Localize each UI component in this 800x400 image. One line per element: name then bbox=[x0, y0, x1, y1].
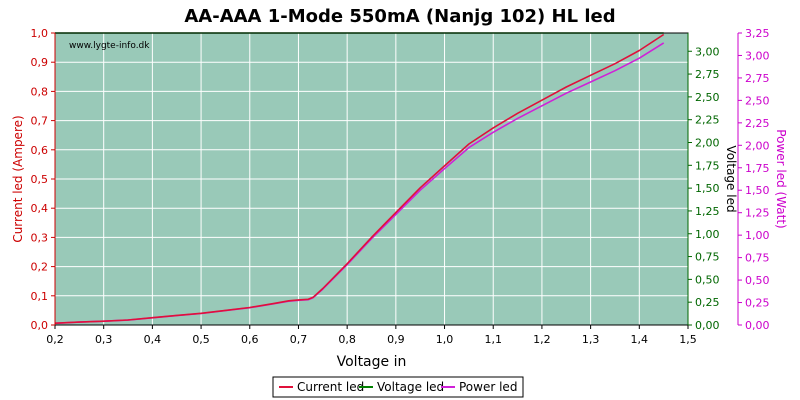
y-right-power-tick-label: 3,00 bbox=[745, 49, 770, 62]
x-tick-label: 0,9 bbox=[387, 333, 405, 346]
y-left-tick-label: 0,2 bbox=[31, 261, 49, 274]
legend: Current led Voltage led Power led bbox=[272, 376, 524, 398]
y-left-tick-label: 0,9 bbox=[31, 56, 49, 69]
y-left-axis: 0,0 0,1 0,2 0,3 0,4 0,5 0,6 0,7 0,8 0,9 1,0 bbox=[31, 27, 56, 332]
x-tick-label: 1,5 bbox=[679, 333, 697, 346]
x-tick-label: 0,4 bbox=[144, 333, 162, 346]
y-right-power-tick-label: 2,00 bbox=[745, 139, 770, 152]
y-right-voltage-tick-label: 2,00 bbox=[695, 137, 720, 150]
y-left-tick-label: 0,7 bbox=[31, 115, 49, 128]
x-tick-label: 1,1 bbox=[484, 333, 502, 346]
legend-label-current-led: Current led bbox=[297, 380, 364, 394]
y-left-tick-label: 0,1 bbox=[31, 290, 49, 303]
y-left-tick-label: 0,8 bbox=[31, 85, 49, 98]
x-tick-label: 1,4 bbox=[631, 333, 649, 346]
y-right-power-tick-label: 0,25 bbox=[745, 297, 770, 310]
y-right-power-axis: 0,00 0,25 0,50 0,75 1,00 1,25 1,50 1,75 2,00 2,25… bbox=[737, 27, 770, 332]
watermark: www.lygte-info.dk bbox=[69, 41, 150, 51]
x-axis: 0,2 0,3 0,4 0,5 0,6 0,7 0,8 0,9 1,0 1,1 1,2 1,3 1,4 1… bbox=[46, 325, 697, 346]
legend-label-voltage-led: Voltage led bbox=[377, 380, 444, 394]
x-tick-label: 1,2 bbox=[533, 333, 551, 346]
y-right-power-tick-label: 1,75 bbox=[745, 162, 770, 175]
y-left-tick-label: 0,5 bbox=[31, 173, 49, 186]
y-right-voltage-tick-label: 3,00 bbox=[695, 45, 720, 58]
y-right-power-tick-label: 1,50 bbox=[745, 184, 770, 197]
series-line-current-led bbox=[54, 33, 665, 324]
y-left-tick-label: 0,6 bbox=[31, 144, 49, 157]
y-right-voltage-tick-label: 0,50 bbox=[695, 273, 720, 286]
y-right-power-tick-label: 2,50 bbox=[745, 94, 770, 107]
chart-title: AA-AAA 1-Mode 550mA (Nanjg 102) HL led bbox=[184, 6, 615, 27]
y-right-power-tick-label: 2,75 bbox=[745, 72, 770, 85]
legend-label-power-led: Power led bbox=[459, 380, 517, 394]
y-left-tick-label: 0,0 bbox=[31, 319, 49, 332]
y-right-voltage-tick-label: 2,75 bbox=[695, 68, 720, 81]
y-right-power-tick-label: 2,25 bbox=[745, 117, 770, 130]
x-tick-label: 1,3 bbox=[582, 333, 600, 346]
y-right-power-tick-label: 0,75 bbox=[745, 252, 770, 265]
y-right-voltage-tick-label: 2,50 bbox=[695, 91, 720, 104]
y-left-tick-label: 1,0 bbox=[31, 27, 49, 40]
x-tick-label: 0,8 bbox=[338, 333, 356, 346]
y-right-power-tick-label: 3,25 bbox=[745, 27, 770, 40]
y-left-tick-label: 0,4 bbox=[31, 202, 49, 215]
y-right-power-tick-label: 0,00 bbox=[745, 319, 770, 332]
y-right-voltage-tick-label: 0,25 bbox=[695, 296, 720, 309]
y-right-voltage-axis: 0,00 0,25 0,50 0,75 1,00 1,25 1,50 1,75 2,00 2,25… bbox=[687, 33, 720, 332]
x-tick-label: 0,5 bbox=[192, 333, 210, 346]
y-left-tick-label: 0,3 bbox=[31, 231, 49, 244]
y-right-voltage-tick-label: 1,00 bbox=[695, 228, 720, 241]
x-axis-label: Voltage in bbox=[337, 354, 407, 370]
x-tick-label: 0,6 bbox=[241, 333, 259, 346]
y-right-voltage-tick-label: 1,25 bbox=[695, 205, 720, 218]
x-tick-label: 1,0 bbox=[436, 333, 454, 346]
y-right-voltage-tick-label: 1,75 bbox=[695, 159, 720, 172]
x-tick-label: 0,2 bbox=[46, 333, 64, 346]
y-right-power-tick-label: 0,50 bbox=[745, 274, 770, 287]
y-right-voltage-tick-label: 2,25 bbox=[695, 114, 720, 127]
legend-box bbox=[272, 376, 524, 398]
y-right-power-tick-label: 1,25 bbox=[745, 207, 770, 220]
y-left-axis-label: Current led (Ampere) bbox=[11, 115, 25, 242]
y-right-voltage-tick-label: 1,50 bbox=[695, 182, 720, 195]
y-right-voltage-tick-label: 0,75 bbox=[695, 251, 720, 264]
y-right-voltage-tick-label: 0,00 bbox=[695, 319, 720, 332]
y-right-voltage-label: Voltage led bbox=[724, 145, 738, 212]
x-tick-label: 0,3 bbox=[95, 333, 113, 346]
y-right-power-label: Power led (Watt) bbox=[774, 129, 788, 228]
y-right-power-tick-label: 1,00 bbox=[745, 229, 770, 242]
x-tick-label: 0,7 bbox=[290, 333, 308, 346]
